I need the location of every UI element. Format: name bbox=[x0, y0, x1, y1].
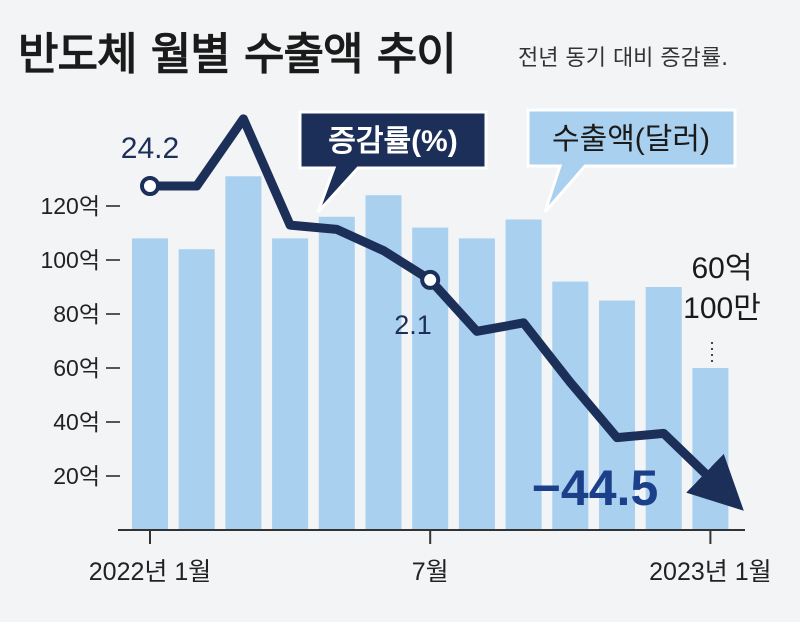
line-point-marker bbox=[420, 269, 441, 290]
y-tick-label: 60억 bbox=[53, 355, 100, 381]
bar bbox=[458, 238, 495, 530]
x-tick-label: 2023년 1월 bbox=[649, 558, 771, 586]
bar bbox=[645, 287, 682, 530]
y-tick-label: 80억 bbox=[53, 301, 100, 327]
bar-label-last-line1: 60억 bbox=[692, 252, 753, 285]
bar bbox=[599, 300, 635, 530]
line-label-july: 2.1 bbox=[394, 310, 432, 340]
y-tick-label: 120억 bbox=[40, 193, 100, 219]
bar bbox=[692, 368, 729, 530]
bar bbox=[132, 238, 168, 530]
x-tick-label: 2022년 1월 bbox=[89, 558, 211, 586]
bar-callout-box bbox=[526, 108, 737, 213]
line-label-last: −44.5 bbox=[532, 460, 659, 516]
y-tick-label: 20억 bbox=[53, 463, 100, 489]
bar bbox=[178, 249, 215, 530]
chart-title: 반도체 월별 수출액 추이 bbox=[18, 29, 457, 80]
y-tick-label: 40억 bbox=[53, 409, 100, 435]
y-tick-label: 100억 bbox=[40, 247, 100, 273]
bar bbox=[552, 281, 589, 530]
line-callout-box bbox=[298, 110, 488, 214]
bar bbox=[318, 216, 355, 531]
bar bbox=[225, 176, 262, 531]
bar bbox=[272, 238, 309, 530]
x-tick-label: 7월 bbox=[412, 558, 449, 586]
line-point-marker bbox=[140, 176, 160, 196]
bar-label-last-line2: 100만 bbox=[683, 292, 761, 325]
line-callout-label: 증감률(%) bbox=[328, 125, 457, 158]
line-label-first: 24.2 bbox=[121, 132, 179, 165]
bar bbox=[505, 219, 542, 530]
bar-callout-label: 수출액(달러) bbox=[552, 123, 710, 156]
chart-subtitle: 전년 동기 대비 증감률. bbox=[518, 46, 729, 71]
